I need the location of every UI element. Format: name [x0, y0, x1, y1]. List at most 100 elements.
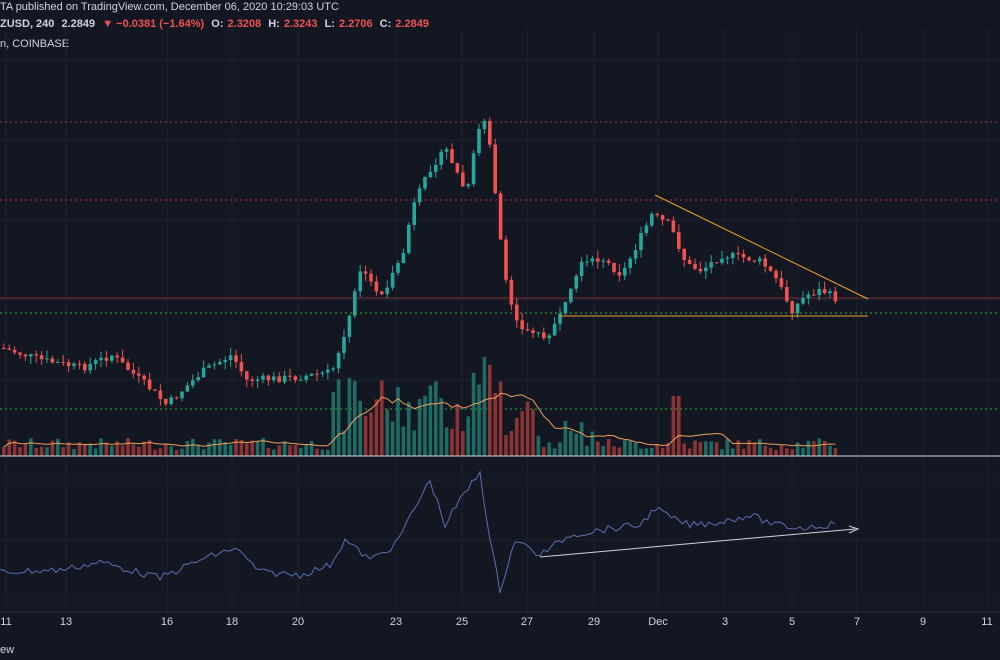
candle-body	[120, 357, 125, 363]
symbol-interval[interactable]: ZUSD, 240	[0, 18, 55, 30]
candle-body	[374, 281, 379, 292]
volume-bar	[50, 440, 55, 456]
time-axis-label: 7	[853, 616, 861, 628]
volume-bar	[142, 441, 146, 456]
volume-bar	[369, 412, 373, 456]
candle-body	[714, 262, 719, 264]
candle-body	[795, 303, 800, 314]
volume-bar	[628, 440, 632, 456]
volume-bar	[520, 411, 524, 456]
volume-bar	[509, 430, 514, 456]
volume-bar	[790, 449, 794, 456]
volume-bar	[693, 440, 697, 456]
volume-bar	[741, 448, 746, 456]
candle-body	[396, 263, 400, 273]
volume-bar	[23, 444, 28, 456]
volume-bar	[250, 440, 254, 456]
candle-body	[99, 357, 103, 361]
candle-body	[774, 270, 778, 279]
candle-body	[574, 275, 578, 289]
volume-bar	[439, 398, 443, 456]
trendline-arrowhead	[848, 525, 860, 534]
volume-bar	[677, 396, 681, 456]
volume-bar	[196, 445, 200, 456]
volume-bar	[180, 448, 184, 456]
candle-body	[741, 253, 746, 258]
candle-body	[347, 315, 352, 337]
volume-bar	[482, 357, 487, 456]
volume-bar	[18, 447, 22, 456]
candle-body	[29, 354, 33, 357]
candle-body	[731, 253, 735, 258]
candle-body	[407, 224, 411, 253]
candle-body	[536, 332, 541, 334]
candle-body	[261, 375, 265, 380]
volume-bar	[347, 378, 352, 456]
candle-body	[326, 369, 330, 373]
candle-body	[444, 149, 449, 152]
candle-body	[504, 239, 508, 280]
volume-bar	[363, 415, 368, 456]
candle-body	[23, 354, 28, 357]
volume-bar	[650, 448, 654, 456]
candle-body	[817, 289, 821, 296]
candle-body	[509, 279, 514, 305]
volume-bar	[633, 442, 638, 456]
last-price: 2.2849	[61, 18, 96, 30]
candle-body	[331, 368, 335, 370]
time-axis-label: 20	[291, 616, 305, 628]
volume-bar	[34, 447, 38, 456]
volume-bar	[498, 381, 503, 456]
candle-body	[83, 363, 87, 371]
candle-body	[12, 349, 17, 353]
candle-body	[633, 250, 638, 259]
time-axis-label: 5	[788, 616, 796, 628]
volume-bar	[56, 438, 60, 456]
candle-body	[471, 153, 476, 185]
time-axis-label: 11	[0, 616, 12, 628]
volume-bar	[174, 449, 179, 456]
candle-body	[606, 260, 611, 263]
candle-body	[461, 172, 465, 187]
volume-bar	[201, 449, 206, 456]
volume-bar	[115, 441, 119, 456]
candle-body	[164, 398, 168, 404]
candle-body	[412, 202, 416, 225]
candle-body	[201, 367, 206, 378]
candle-body	[520, 320, 524, 330]
volume-bar	[239, 440, 244, 456]
volume-bar	[147, 440, 152, 456]
volume-bar	[61, 447, 65, 456]
candle-body	[223, 360, 227, 363]
volume-bar	[758, 439, 762, 456]
volume-bar	[396, 387, 400, 456]
candle-body	[698, 268, 703, 272]
volume-bar	[612, 446, 616, 456]
volume-bar	[752, 442, 757, 456]
volume-bar	[687, 448, 692, 456]
candle-body	[104, 357, 109, 361]
volume-bar	[542, 447, 546, 456]
volume-bar	[574, 433, 578, 456]
candle-body	[293, 376, 298, 381]
candle-body	[50, 358, 55, 363]
volume-bar	[342, 430, 346, 456]
candle-body	[666, 219, 670, 221]
grid-lines	[0, 30, 1000, 612]
volume-bar	[110, 445, 114, 456]
candle-body	[639, 232, 643, 251]
volume-bar	[601, 445, 605, 456]
time-axis-label: 23	[389, 616, 403, 628]
volume-bar	[488, 364, 492, 456]
volume-bar	[66, 442, 71, 456]
candle-body	[628, 258, 632, 268]
high-label: H:	[268, 18, 280, 30]
volume-bar	[320, 449, 325, 456]
candle-body	[768, 266, 773, 271]
volume-bar	[158, 448, 163, 456]
candle-body	[174, 397, 179, 399]
volume-bar	[434, 381, 438, 456]
candle-body	[250, 379, 254, 381]
candle-body	[596, 258, 600, 262]
